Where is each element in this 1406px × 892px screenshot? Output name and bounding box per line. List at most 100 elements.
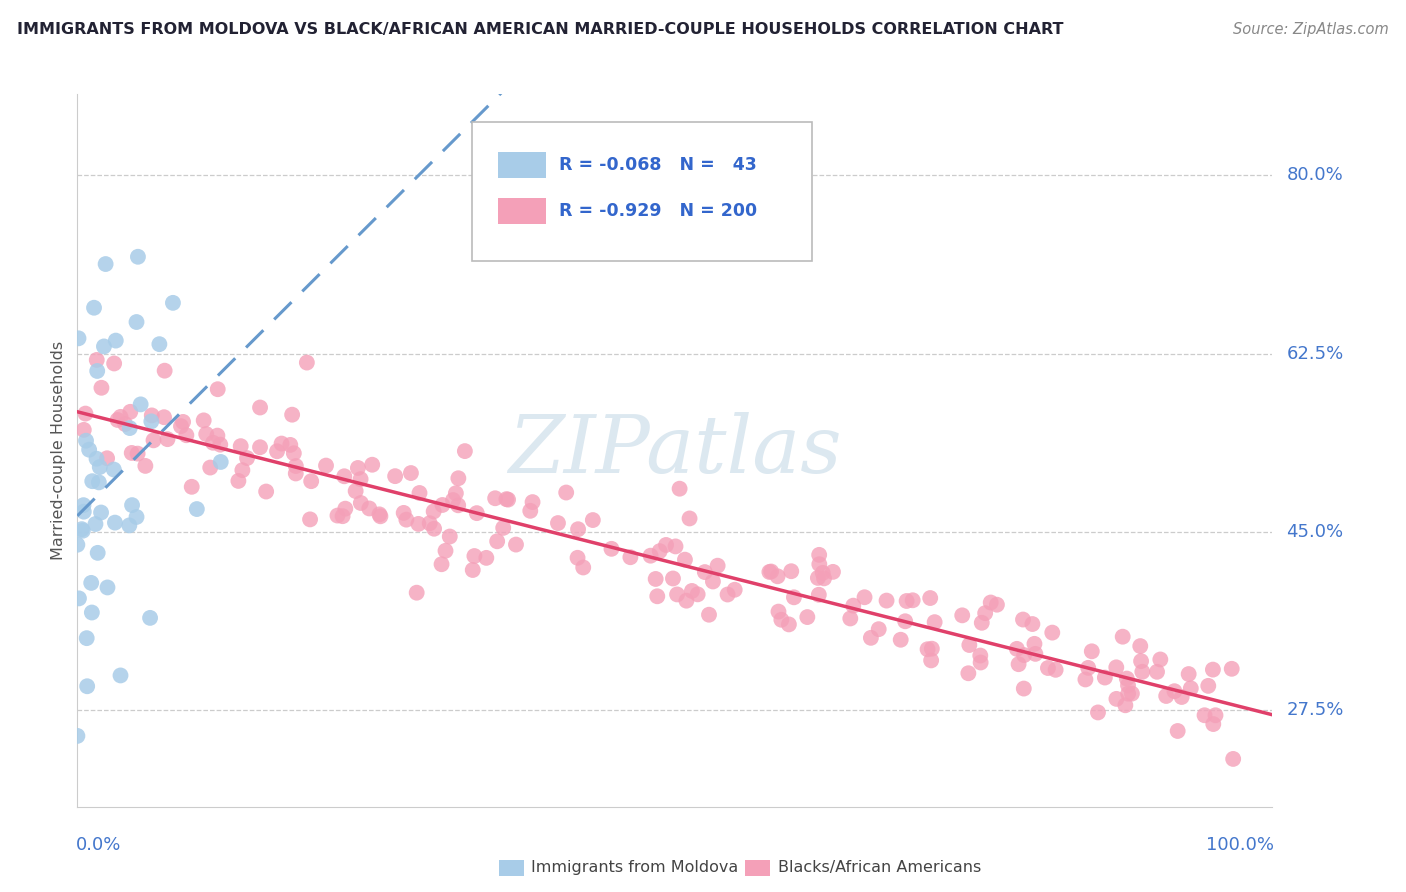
Point bbox=[980, 595, 1002, 609]
Point bbox=[447, 498, 470, 512]
Point bbox=[129, 397, 152, 411]
Text: 0.0%: 0.0% bbox=[76, 836, 121, 854]
Point bbox=[1154, 689, 1177, 703]
Point bbox=[359, 501, 381, 516]
Point bbox=[87, 475, 110, 490]
Point bbox=[920, 591, 942, 605]
Point bbox=[702, 574, 724, 589]
Point bbox=[121, 498, 143, 512]
Point bbox=[1040, 625, 1063, 640]
Point bbox=[120, 405, 142, 419]
Point bbox=[127, 250, 149, 264]
Point bbox=[924, 615, 946, 629]
Point bbox=[475, 550, 498, 565]
Point bbox=[249, 440, 271, 454]
Point bbox=[104, 516, 127, 530]
Point bbox=[619, 550, 641, 565]
Point bbox=[347, 461, 370, 475]
Point bbox=[392, 506, 415, 520]
Point bbox=[890, 632, 912, 647]
Point bbox=[853, 591, 876, 605]
Point bbox=[461, 563, 484, 577]
Point bbox=[519, 504, 541, 518]
Point bbox=[156, 432, 179, 446]
Text: Blacks/African Americans: Blacks/African Americans bbox=[778, 860, 981, 874]
Point bbox=[172, 415, 194, 429]
Point bbox=[408, 486, 430, 500]
Point bbox=[96, 451, 118, 466]
Point bbox=[697, 607, 720, 622]
Point bbox=[332, 509, 354, 524]
Point bbox=[1194, 708, 1216, 723]
Point bbox=[90, 506, 112, 520]
Point bbox=[957, 638, 980, 652]
Point bbox=[395, 513, 418, 527]
Point bbox=[67, 591, 90, 606]
Text: Immigrants from Moldova: Immigrants from Moldova bbox=[531, 860, 738, 874]
Text: IMMIGRANTS FROM MOLDOVA VS BLACK/AFRICAN AMERICAN MARRIED-COUPLE HOUSEHOLDS CORR: IMMIGRANTS FROM MOLDOVA VS BLACK/AFRICAN… bbox=[17, 22, 1063, 37]
Point bbox=[463, 549, 485, 563]
Text: Source: ZipAtlas.com: Source: ZipAtlas.com bbox=[1233, 22, 1389, 37]
Point bbox=[1105, 660, 1128, 674]
Point bbox=[186, 502, 208, 516]
Point bbox=[1012, 613, 1035, 627]
Point bbox=[295, 355, 318, 369]
Point bbox=[673, 552, 696, 566]
Point bbox=[547, 516, 569, 530]
Point bbox=[1220, 662, 1243, 676]
Point bbox=[249, 401, 271, 415]
Point bbox=[666, 587, 689, 601]
Point bbox=[434, 543, 457, 558]
Point bbox=[90, 381, 112, 395]
Point bbox=[170, 419, 193, 434]
FancyBboxPatch shape bbox=[472, 122, 813, 261]
Point bbox=[408, 516, 430, 531]
Point bbox=[1202, 717, 1225, 731]
Point bbox=[600, 541, 623, 556]
Point bbox=[1129, 639, 1152, 653]
Point bbox=[142, 434, 165, 448]
Point bbox=[299, 474, 322, 488]
Point bbox=[1081, 644, 1104, 658]
Point bbox=[202, 435, 225, 450]
Point bbox=[758, 565, 780, 579]
Point bbox=[236, 451, 259, 466]
Point bbox=[270, 436, 292, 450]
Point bbox=[1149, 652, 1171, 666]
Point bbox=[195, 427, 218, 442]
Point bbox=[1146, 665, 1168, 679]
Point bbox=[72, 524, 94, 538]
Point bbox=[1114, 698, 1136, 713]
Point bbox=[1074, 673, 1097, 687]
Point bbox=[1012, 681, 1035, 696]
Point bbox=[454, 444, 477, 458]
Point bbox=[432, 498, 454, 512]
Point bbox=[231, 463, 253, 477]
Point bbox=[1024, 647, 1046, 661]
Point bbox=[439, 529, 461, 543]
Point bbox=[724, 582, 747, 597]
Point bbox=[1130, 665, 1153, 679]
Point bbox=[1005, 641, 1028, 656]
Point bbox=[148, 337, 170, 351]
Point bbox=[73, 423, 96, 437]
Point bbox=[110, 409, 132, 424]
Point bbox=[1177, 667, 1199, 681]
Point bbox=[706, 558, 728, 573]
Point bbox=[1204, 708, 1226, 723]
Point bbox=[808, 548, 831, 562]
FancyBboxPatch shape bbox=[498, 198, 546, 224]
Point bbox=[1116, 687, 1139, 701]
Point bbox=[1197, 679, 1219, 693]
Point bbox=[522, 495, 544, 509]
Point bbox=[299, 512, 322, 526]
Point bbox=[384, 469, 406, 483]
Point bbox=[209, 437, 232, 451]
Point bbox=[121, 446, 143, 460]
Point bbox=[716, 587, 738, 601]
Point bbox=[86, 546, 108, 560]
Point bbox=[118, 421, 141, 435]
Point bbox=[950, 608, 973, 623]
Point bbox=[335, 501, 357, 516]
Point bbox=[153, 364, 176, 378]
